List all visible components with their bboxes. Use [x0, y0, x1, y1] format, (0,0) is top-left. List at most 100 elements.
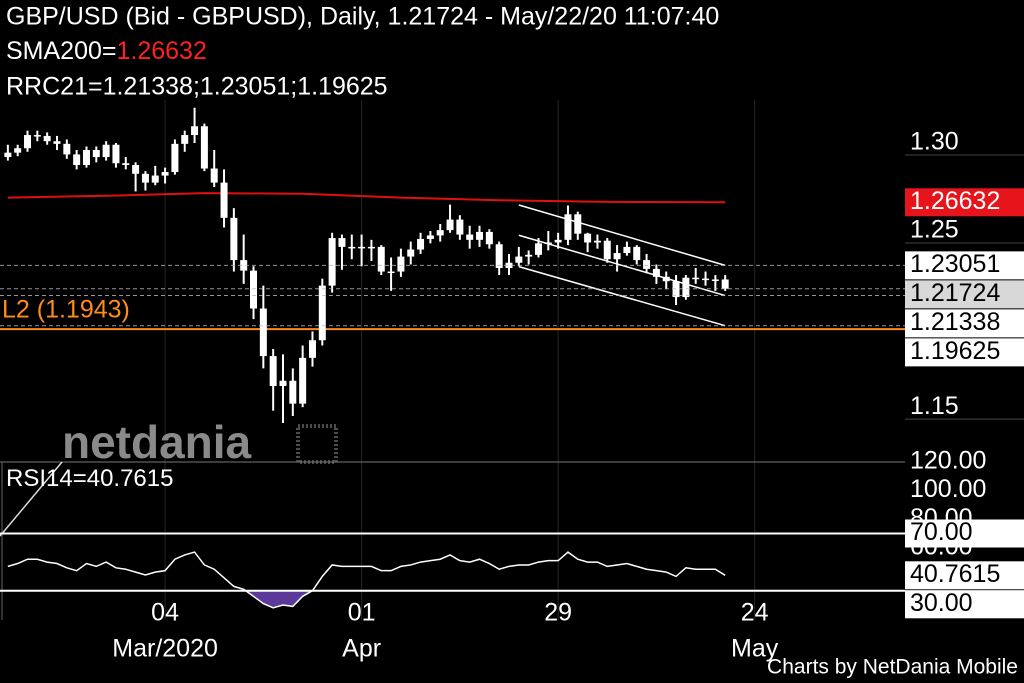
- x-tick-label: 24: [741, 599, 769, 627]
- bar-body: [623, 246, 631, 254]
- bar-body: [4, 152, 12, 158]
- bar-body: [711, 279, 719, 281]
- bar-body: [171, 143, 179, 173]
- bar-body: [682, 277, 690, 298]
- bar-body: [240, 260, 248, 271]
- bar-body: [43, 135, 51, 142]
- bar-body: [33, 135, 41, 137]
- sma-legend: SMA200=1.26632: [6, 37, 207, 65]
- bar-body: [643, 260, 651, 269]
- chart-title: GBP/USD (Bid - GBPUSD), Daily, 1.21724 -…: [6, 3, 719, 31]
- channel-middle: [518, 234, 726, 297]
- x-month-label: Apr: [342, 635, 381, 663]
- bar-body: [692, 277, 700, 280]
- rsi-legend-value: 40.7615: [87, 465, 174, 492]
- sma-line: [7, 192, 726, 204]
- bar-body: [299, 357, 307, 404]
- price-marker-label: 1.19625: [910, 337, 1000, 365]
- labels-layer: 04 01 29 24 Mar/2020 Apr May 1.15 1.25 1.30 L2 (1.…: [2, 128, 1024, 663]
- bar-body: [495, 244, 503, 269]
- rsi-tick-label: 120.00: [910, 447, 986, 475]
- bar-body: [250, 270, 258, 309]
- bar-body: [102, 144, 110, 158]
- bar-body: [358, 246, 366, 249]
- bar-body: [397, 256, 405, 272]
- rrc-legend: RRC21=1.21338;1.23051;1.19625: [6, 73, 388, 101]
- bar-body: [593, 240, 601, 243]
- bar-body: [73, 154, 81, 165]
- rsi-tick-label: 100.00: [910, 475, 986, 503]
- x-month-label: Mar/2020: [112, 635, 218, 663]
- bar-body: [387, 271, 395, 274]
- rsi-legend-name: RSI14=: [6, 465, 87, 492]
- bar-body: [515, 256, 523, 263]
- bar-body: [662, 276, 670, 282]
- bar-body: [338, 238, 346, 247]
- bar-body: [191, 126, 199, 136]
- rsi-marker-box: [905, 519, 1024, 548]
- bar-body: [505, 262, 513, 269]
- bar-body: [544, 242, 552, 244]
- price-marker-box: [905, 309, 1024, 338]
- bar-body: [289, 380, 297, 404]
- bar-body: [259, 308, 267, 357]
- price-marker-label: 1.26632: [910, 187, 1000, 215]
- bar-body: [92, 150, 100, 158]
- channel-lower: [518, 265, 726, 327]
- bar-body: [53, 141, 61, 144]
- rsi-oversold-fill: [245, 590, 313, 608]
- rsi-marker-label: 40.7615: [910, 560, 1000, 588]
- bar-body: [328, 238, 336, 286]
- bar-body: [603, 240, 611, 260]
- channel-upper: [518, 204, 726, 267]
- bar-body: [269, 356, 277, 387]
- bar-body: [534, 243, 542, 255]
- y-tick-label: 1.15: [910, 392, 959, 420]
- bar-body: [652, 268, 660, 277]
- bar-body: [132, 164, 140, 174]
- rsi-marker-label: 30.00: [910, 589, 973, 617]
- price-marker-box: [905, 251, 1024, 280]
- bar-body: [63, 143, 71, 155]
- x-tick-label: 29: [544, 599, 572, 627]
- bar-body: [446, 219, 454, 231]
- price-marker-box: [905, 338, 1024, 367]
- bar-body: [633, 246, 641, 261]
- bar-body: [485, 231, 493, 245]
- price-marker-box: [905, 188, 1024, 217]
- price-marker-label: 1.23051: [910, 250, 1000, 278]
- bar-body: [24, 135, 32, 149]
- bar-body: [181, 135, 189, 144]
- bar-body: [407, 249, 415, 257]
- bar-body: [574, 214, 582, 234]
- credit: Charts by NetDania Mobile: [767, 656, 1018, 679]
- x-month-label: May: [731, 635, 779, 663]
- bar-body: [161, 172, 169, 176]
- bar-body: [584, 233, 592, 243]
- bar-body: [564, 214, 572, 240]
- bar-body: [554, 239, 562, 243]
- bar-body: [476, 231, 484, 240]
- rsi-legend: RSI14=40.7615: [6, 465, 173, 492]
- bar-body: [436, 230, 444, 236]
- sma-legend-name: SMA200=: [6, 37, 117, 65]
- bar-body: [112, 144, 120, 164]
- bar-body: [308, 340, 316, 358]
- sma-legend-value: 1.26632: [117, 37, 207, 65]
- x-tick-label: 01: [348, 599, 376, 627]
- bar-body: [14, 148, 22, 153]
- support-level-label: L2 (1.1943): [2, 296, 130, 324]
- bar-body: [200, 126, 208, 169]
- rsi-marker-label: 70.00: [910, 518, 973, 546]
- rsi-marker-box: [905, 561, 1024, 590]
- bar-body: [672, 281, 680, 298]
- y-tick-label: 1.25: [910, 216, 959, 244]
- bar-body: [525, 254, 533, 257]
- bar-body: [348, 246, 356, 249]
- bar-body: [613, 253, 621, 260]
- price-marker-label: 1.21724: [910, 279, 1000, 307]
- bar-body: [466, 234, 474, 240]
